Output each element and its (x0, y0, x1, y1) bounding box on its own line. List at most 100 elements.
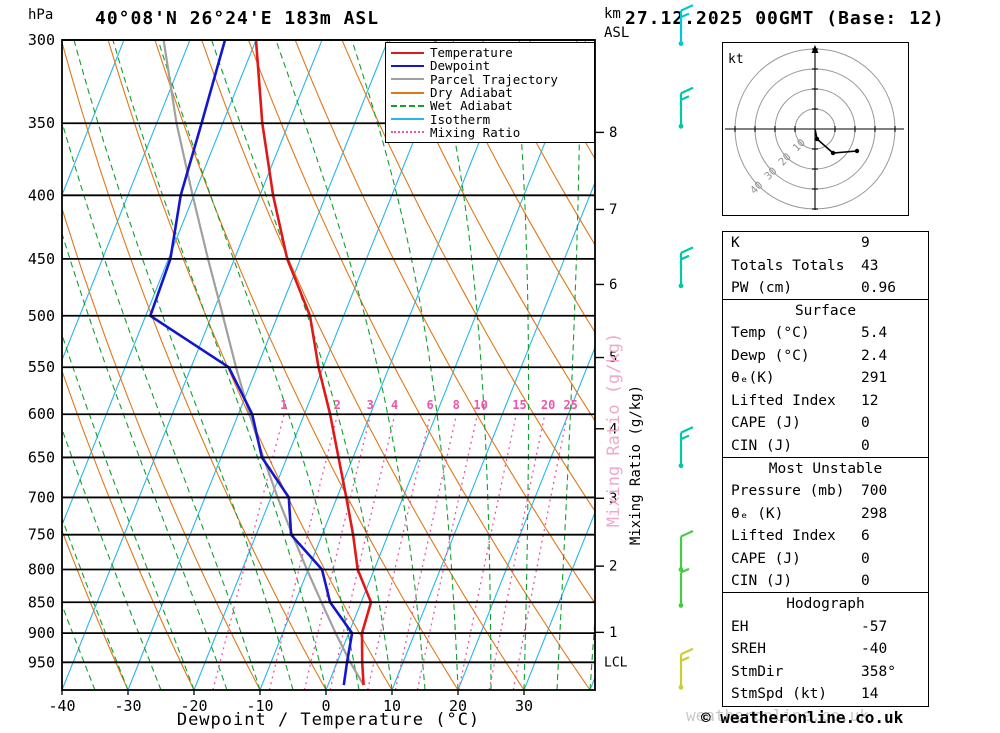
pressure-tick-label: 900 (28, 624, 55, 642)
hodograph-north-arrow (811, 45, 819, 53)
altitude-tick-label: 5 (609, 350, 617, 366)
stats-row: CAPE (J) 0 (723, 412, 928, 435)
wind-barb (678, 246, 694, 289)
stats-row: Totals Totals 43 (723, 255, 928, 278)
legend-item: Dewpoint (386, 59, 594, 72)
altitude-tick-label: 8 (609, 125, 617, 141)
stat-value: -40 (861, 641, 888, 658)
temperature-tick-label: -10 (246, 697, 273, 715)
stat-label: CAPE (J) (731, 550, 801, 567)
lcl-label: LCL (604, 655, 628, 670)
pressure-unit-label: hPa (28, 7, 54, 23)
stats-table: Most Unstable Pressure (mb) 700 θₑ (K) 298 Li… (722, 456, 929, 594)
stats-row: CAPE (J) 0 (723, 548, 928, 571)
mixing-ratio-value-label: 20 (541, 398, 555, 412)
stat-label: CIN (J) (731, 573, 793, 590)
wind-barbs (678, 4, 694, 690)
hodograph-trace-point (830, 150, 836, 156)
stat-value: 43 (861, 257, 879, 274)
hodograph-unit-label: kt (728, 52, 744, 67)
legend-line-sample (391, 78, 424, 81)
mixing-ratio-value-label: 2 (334, 398, 341, 412)
chart-frame (61, 39, 596, 691)
stat-label: Totals Totals (731, 257, 845, 274)
temperature-tick-label: 20 (449, 697, 467, 715)
legend-line-sample (391, 131, 424, 134)
altitude-unit-km: km (604, 6, 621, 22)
temperature-tick-label: -20 (180, 697, 207, 715)
legend-label: Temperature (430, 45, 513, 61)
stat-value: 0 (861, 437, 870, 454)
pressure-tick-label: 400 (28, 186, 55, 204)
legend-line-sample (391, 51, 424, 54)
altitude-tick-label: 2 (609, 559, 617, 575)
datetime-title: 27.12.2025 00GMT (Base: 12) (625, 8, 945, 29)
x-axis-label: Dewpoint / Temperature (°C) (176, 710, 481, 730)
stat-label: SREH (731, 641, 766, 658)
mixing-ratio-value-label: 1 (280, 398, 287, 412)
stat-value: 358° (861, 663, 896, 680)
altitude-tick-label: 1 (609, 625, 617, 641)
pressure-tick-label: 850 (28, 593, 55, 611)
stat-value: 291 (861, 370, 888, 387)
stats-row: StmDir 358° (723, 661, 928, 684)
pressure-tick-label: 750 (28, 526, 55, 544)
stats-row: CIN (J) 0 (723, 570, 928, 593)
pressure-tick-label: 800 (28, 561, 55, 579)
pressure-tick-label: 700 (28, 488, 55, 506)
stat-value: 700 (861, 483, 888, 500)
stats-row: SREH -40 (723, 638, 928, 661)
stat-label: θₑ(K) (731, 370, 775, 387)
stat-label: θₑ (K) (731, 505, 784, 522)
stat-value: 14 (861, 686, 879, 703)
stats-table: Hodograph EH -57 SREH -40 StmDir 358° StmSpd (k… (722, 592, 929, 707)
stat-label: PW (cm) (731, 280, 793, 296)
altitude-tick-label: 7 (609, 202, 617, 218)
stat-value: 2.4 (861, 347, 888, 364)
legend: Temperature Dewpoint Parcel Trajectory Dry … (385, 42, 595, 144)
mixing-ratio-value-label: 15 (512, 398, 526, 412)
temperature-tick-label: -30 (114, 697, 141, 715)
legend-item: Mixing Ratio (386, 126, 594, 139)
stat-value: 9 (861, 235, 870, 251)
stat-value: 0.96 (861, 280, 896, 296)
pressure-tick-labels: 300 350 400 450 500 550 600 650 700 750 800 850 900 9… (28, 31, 55, 671)
temperature-tick-label: 30 (515, 697, 533, 715)
stat-value: 0 (861, 573, 870, 590)
stats-row: Pressure (mb) 700 (723, 480, 928, 503)
copyright-text: © weatheronline.co.uk (701, 708, 904, 727)
wind-barb (678, 567, 690, 608)
altitude-tick-label: 4 (609, 421, 617, 437)
temperature-tick-label: 10 (383, 697, 401, 715)
hodograph-trace (814, 128, 858, 154)
mixing-ratio-value-label: 10 (473, 398, 487, 412)
stats-row: Temp (°C) 5.4 (723, 322, 928, 345)
legend-item: Wet Adiabat (386, 99, 594, 112)
legend-line-sample (391, 91, 424, 94)
wind-barb (678, 426, 694, 469)
pressure-tick-label: 450 (28, 250, 55, 268)
legend-item: Parcel Trajectory (386, 73, 594, 86)
stat-label: CAPE (J) (731, 415, 801, 432)
legend-label: Isotherm (430, 111, 491, 127)
hodograph-ring-label: 30 (762, 165, 779, 182)
mixing-ratio-value-label: 4 (391, 398, 398, 412)
mixing-ratio-value-label: 25 (563, 398, 577, 412)
hodograph-ring-label: 20 (776, 151, 793, 168)
stat-label: CIN (J) (731, 437, 793, 454)
stats-row: Lifted Index 12 (723, 390, 928, 413)
legend-label: Mixing Ratio (430, 124, 521, 140)
pressure-tick-label: 600 (28, 405, 55, 423)
pressure-tick-label: 550 (28, 358, 55, 376)
stat-label: Dewp (°C) (731, 347, 810, 364)
stats-table-title: Most Unstable (768, 460, 883, 477)
stats-row: Lifted Index 6 (723, 525, 928, 548)
mixing-ratio-axis-watermark: Mixing Ratio (g/kg) (604, 333, 624, 527)
stat-label: Lifted Index (731, 528, 836, 545)
legend-item: Temperature (386, 46, 594, 59)
altitude-tick-label: 3 (609, 491, 617, 507)
